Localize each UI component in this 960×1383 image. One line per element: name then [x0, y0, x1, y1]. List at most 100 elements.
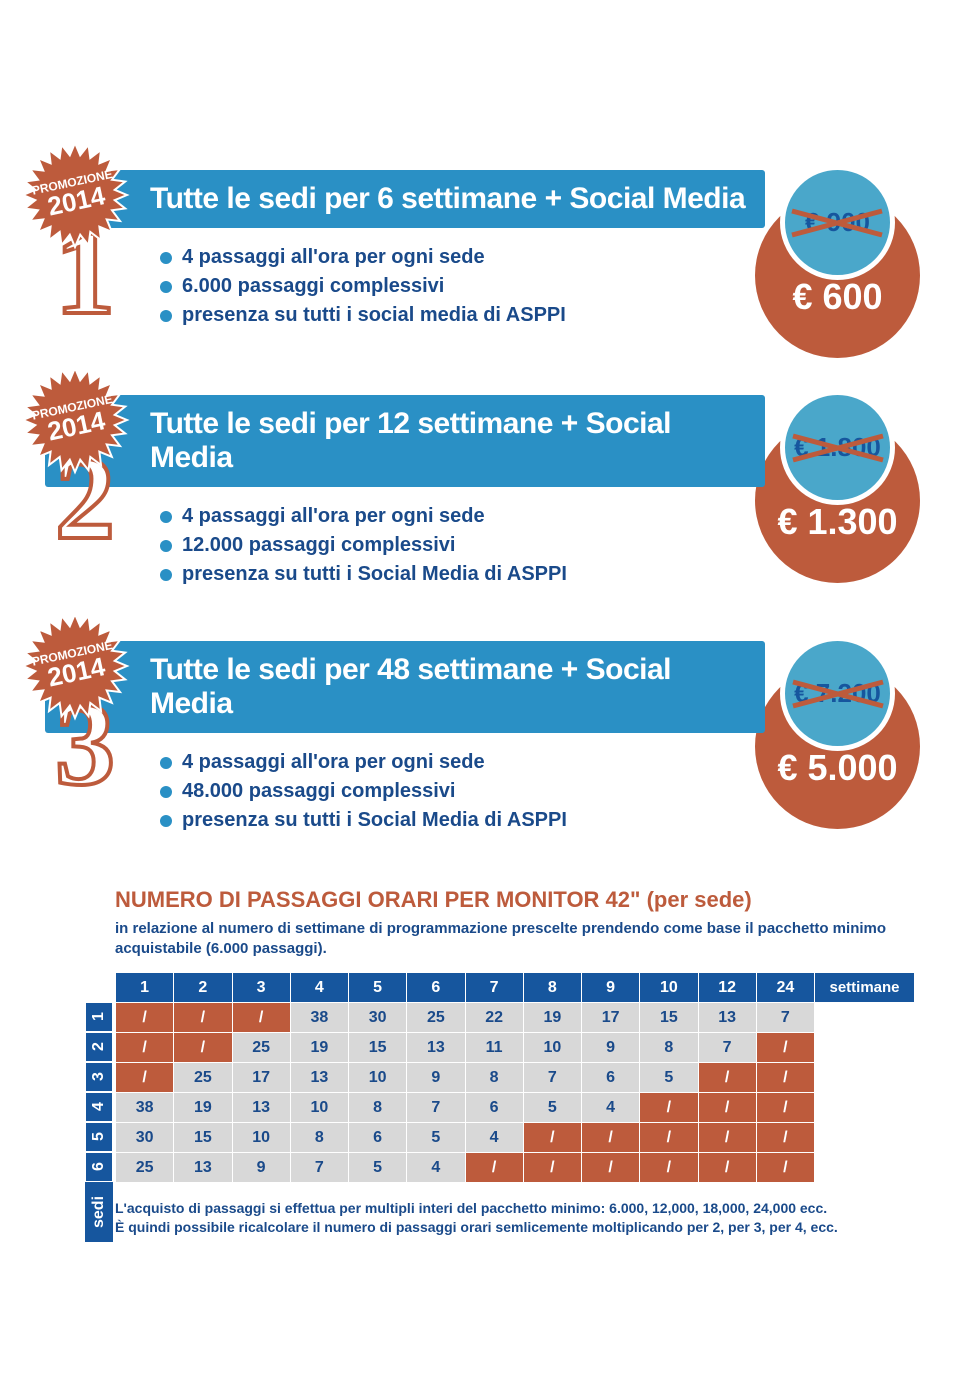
- table-cell: 10: [523, 1033, 581, 1063]
- table-cell: /: [523, 1153, 581, 1183]
- table-cell: 6: [582, 1063, 640, 1093]
- row-label-column: 123456: [85, 1002, 113, 1182]
- table-cell: 13: [232, 1093, 290, 1123]
- table-cell: 19: [174, 1093, 232, 1123]
- col-header: 6: [407, 973, 465, 1003]
- table-cell: 8: [640, 1033, 698, 1063]
- table-cell: 9: [232, 1153, 290, 1183]
- table-cell: 19: [290, 1033, 348, 1063]
- col-header-settimane: settimane: [815, 973, 915, 1003]
- table-cell: 13: [407, 1033, 465, 1063]
- package-title: Tutte le sedi per 48 settimane + Social …: [45, 641, 765, 733]
- table-cell: /: [582, 1123, 640, 1153]
- table-cell: 38: [290, 1003, 348, 1033]
- new-price: € 5.000: [755, 747, 920, 789]
- table-cell: 8: [290, 1123, 348, 1153]
- row-label: 6: [85, 1152, 113, 1182]
- table-cell: 7: [698, 1033, 756, 1063]
- table-cell: 7: [523, 1063, 581, 1093]
- table-cell: /: [116, 1033, 174, 1063]
- package-2: PROMOZIONE 2014 2 Tutte le sedi per 12 s…: [45, 395, 915, 586]
- table-row: 3015108654/////: [116, 1123, 915, 1153]
- old-price: € 900: [805, 207, 870, 238]
- table-footer-line2: È quindi possibile ricalcolare il numero…: [115, 1218, 915, 1237]
- table-cell: 25: [232, 1033, 290, 1063]
- table-cell: 25: [174, 1063, 232, 1093]
- table-cell: /: [756, 1153, 814, 1183]
- table-cell: /: [116, 1003, 174, 1033]
- table-cell: 7: [407, 1093, 465, 1123]
- table-cell: 25: [116, 1153, 174, 1183]
- table-cell: 10: [232, 1123, 290, 1153]
- table-cell: 4: [407, 1153, 465, 1183]
- table-cell: /: [116, 1063, 174, 1093]
- table-cell: /: [582, 1153, 640, 1183]
- row-label: 3: [85, 1062, 113, 1092]
- table-cell: 13: [290, 1063, 348, 1093]
- table-row: //251915131110987/: [116, 1033, 915, 1063]
- table-cell: 17: [232, 1063, 290, 1093]
- table-cell: 5: [523, 1093, 581, 1123]
- table-cell: 9: [582, 1033, 640, 1063]
- table-cell: 38: [116, 1093, 174, 1123]
- col-header: 10: [640, 973, 698, 1003]
- table-cell: 6: [465, 1093, 523, 1123]
- package-title: Tutte le sedi per 6 settimane + Social M…: [45, 170, 765, 228]
- table-cell: /: [640, 1093, 698, 1123]
- promo-starburst: PROMOZIONE 2014: [20, 140, 130, 250]
- table-cell: 4: [582, 1093, 640, 1123]
- promo-starburst: PROMOZIONE 2014: [20, 611, 130, 721]
- table-cell: 17: [582, 1003, 640, 1033]
- table-cell: 30: [349, 1003, 407, 1033]
- table-cell: 30: [116, 1123, 174, 1153]
- row-label: 2: [85, 1032, 113, 1062]
- col-header: 8: [523, 973, 581, 1003]
- price-circle: € 900 € 600: [755, 165, 920, 330]
- table-cell: /: [698, 1153, 756, 1183]
- table-footer: L'acquisto di passaggi si effettua per m…: [115, 1199, 915, 1237]
- col-header: 3: [232, 973, 290, 1003]
- row-label: 5: [85, 1122, 113, 1152]
- promo-starburst: PROMOZIONE 2014: [20, 365, 130, 475]
- table-cell: /: [698, 1063, 756, 1093]
- col-header: 1: [116, 973, 174, 1003]
- col-header: 4: [290, 973, 348, 1003]
- table-cell: 5: [349, 1153, 407, 1183]
- passaggi-table: 123456789101224settimane ///383025221917…: [115, 972, 915, 1183]
- table-cell: 10: [290, 1093, 348, 1123]
- table-subheading: in relazione al numero di settimane di p…: [115, 919, 915, 958]
- table-cell: /: [640, 1123, 698, 1153]
- table-cell: /: [174, 1033, 232, 1063]
- table-cell: /: [756, 1033, 814, 1063]
- table-cell: 6: [349, 1123, 407, 1153]
- table-cell: /: [174, 1003, 232, 1033]
- table-cell: 5: [407, 1123, 465, 1153]
- sedi-label: sedi: [85, 1182, 113, 1242]
- package-1: PROMOZIONE 2014 1 Tutte le sedi per 6 se…: [45, 170, 915, 340]
- table-cell: /: [756, 1063, 814, 1093]
- table-cell: 11: [465, 1033, 523, 1063]
- table-cell: 15: [349, 1033, 407, 1063]
- row-label: 4: [85, 1092, 113, 1122]
- table-cell: 7: [290, 1153, 348, 1183]
- table-cell: /: [698, 1093, 756, 1123]
- table-cell: 4: [465, 1123, 523, 1153]
- table-row: 25139754//////: [116, 1153, 915, 1183]
- table-cell: 22: [465, 1003, 523, 1033]
- table-cell: /: [756, 1093, 814, 1123]
- col-header: 9: [582, 973, 640, 1003]
- table-cell: 7: [756, 1003, 814, 1033]
- price-circle: € 1.800 € 1.300: [755, 390, 920, 555]
- old-price: € 7.200: [794, 678, 881, 709]
- table-cell: 15: [174, 1123, 232, 1153]
- table-cell: 13: [174, 1153, 232, 1183]
- package-3: PROMOZIONE 2014 3 Tutte le sedi per 48 s…: [45, 641, 915, 832]
- table-cell: 19: [523, 1003, 581, 1033]
- table-cell: 5: [640, 1063, 698, 1093]
- price-circle: € 7.200 € 5.000: [755, 636, 920, 801]
- table-cell: 8: [349, 1093, 407, 1123]
- col-header: 24: [756, 973, 814, 1003]
- table-cell: /: [756, 1123, 814, 1153]
- table-cell: /: [698, 1123, 756, 1153]
- col-header: 12: [698, 973, 756, 1003]
